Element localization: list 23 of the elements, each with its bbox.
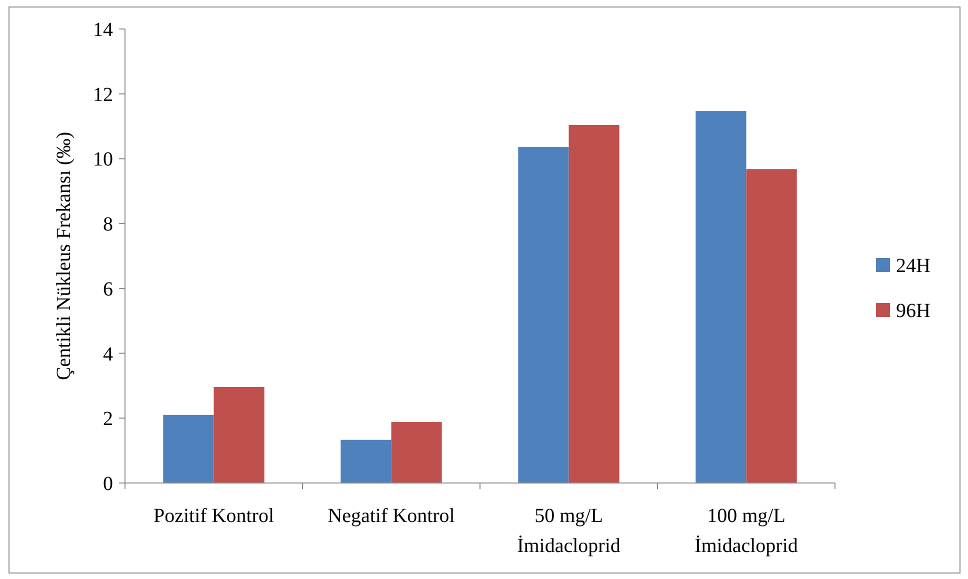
y-tick-label: 0	[103, 473, 113, 495]
x-tick-label: Pozitif Kontrol	[153, 505, 274, 527]
bar	[568, 124, 620, 483]
y-axis-title: Çentikli Nükleus Frekansı (‰)	[53, 132, 75, 380]
y-tick-label: 2	[103, 408, 113, 430]
y-tick-label: 4	[103, 343, 113, 366]
bar	[163, 414, 214, 483]
legend-label: 96H	[896, 300, 930, 322]
bar	[340, 440, 392, 483]
bar	[746, 169, 797, 483]
legend-label: 24H	[896, 255, 930, 277]
y-tick-label: 12	[93, 84, 113, 106]
x-tick-label: 100 mg/L İmidacloprid	[694, 505, 798, 557]
x-tick-label: Negatif Kontrol	[328, 505, 456, 527]
y-tick-label: 8	[103, 214, 113, 236]
y-tick-label: 10	[93, 148, 113, 171]
y-tick-label: 6	[103, 278, 113, 300]
bar	[696, 111, 746, 483]
bar	[391, 422, 442, 483]
x-tick-label: 50 mg/L İmidacloprid	[517, 505, 620, 557]
bar	[214, 387, 264, 483]
y-tick-label: 14	[93, 19, 113, 41]
bar	[518, 147, 569, 483]
